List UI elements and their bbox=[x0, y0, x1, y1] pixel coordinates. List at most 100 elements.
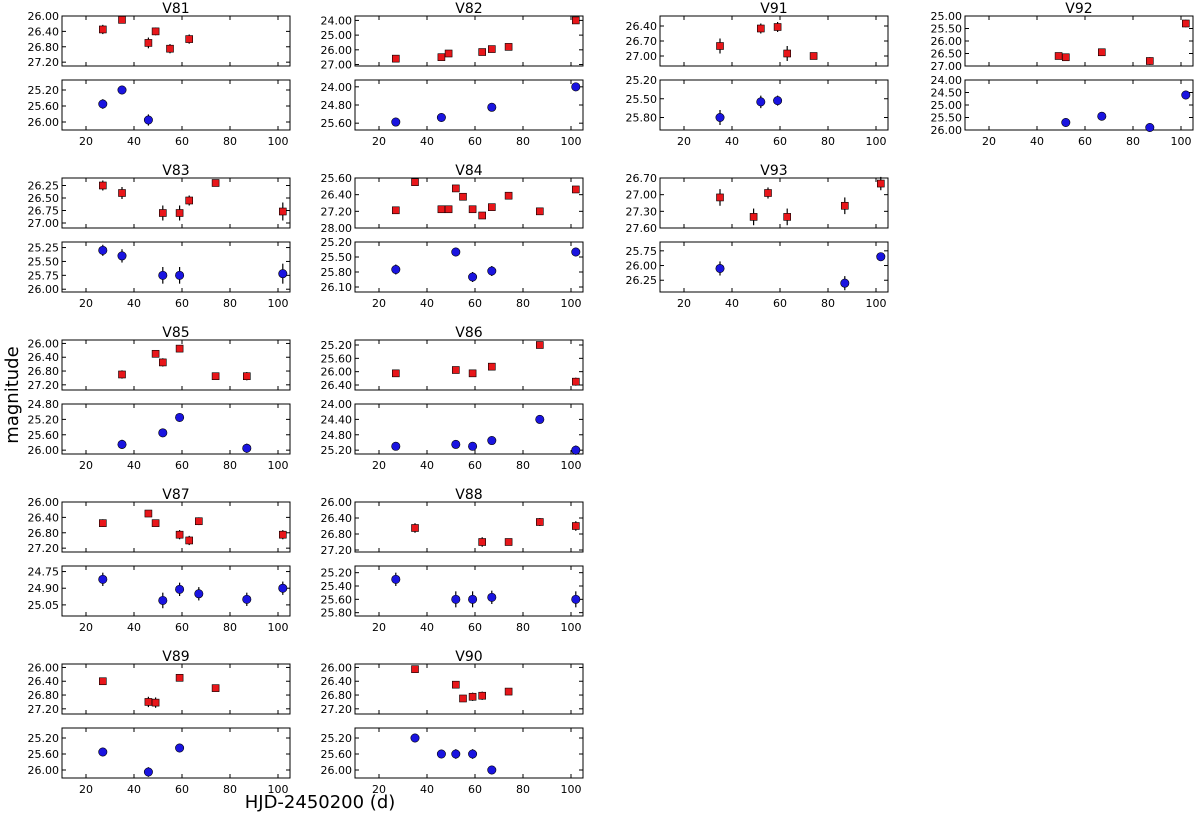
v88-red-ytick-label: 26.40 bbox=[321, 512, 353, 525]
v86-blue-ytick-label: 25.20 bbox=[321, 444, 353, 457]
v88-red-ytick-label: 27.20 bbox=[321, 544, 353, 557]
v93-blue-point bbox=[840, 278, 850, 288]
v93-red-ytick-label: 27.60 bbox=[626, 222, 658, 235]
v92-red-point bbox=[1182, 19, 1190, 28]
v87-blue-frame bbox=[61, 565, 291, 617]
panel-v86: V8625.2025.6026.0026.4024.0024.4024.8025… bbox=[321, 325, 584, 472]
v91-blue-ytick-label: 25.20 bbox=[626, 74, 658, 87]
v83-blue-point bbox=[175, 270, 185, 280]
v85-red-ytick-label: 27.20 bbox=[28, 379, 60, 392]
v82-blue-point bbox=[436, 113, 446, 123]
v81-blue-point bbox=[117, 85, 127, 95]
panel-title-v83: V83 bbox=[162, 163, 189, 179]
v93-blue-ytick-label: 26.00 bbox=[626, 260, 658, 273]
v81-red-ytick-label: 27.20 bbox=[28, 56, 60, 69]
v83-xtick-label: 40 bbox=[127, 297, 141, 310]
panels-group: V8126.0026.4026.8027.2025.2025.6026.0020… bbox=[28, 1, 1194, 796]
v82-red-ytick-label: 27.00 bbox=[321, 59, 353, 72]
v92-red-ytick-label: 27.00 bbox=[931, 60, 963, 73]
v82-red-point bbox=[504, 43, 513, 51]
v84-red-point bbox=[487, 203, 496, 211]
v83-xtick-label: 80 bbox=[223, 297, 237, 310]
v82-xtick-label: 60 bbox=[468, 135, 482, 148]
v89-xtick-label: 60 bbox=[175, 783, 189, 796]
v85-blue-ytick-label: 24.80 bbox=[28, 398, 60, 411]
v86-blue-point bbox=[391, 441, 401, 451]
v90-xtick-label: 100 bbox=[561, 783, 582, 796]
v82-red-ytick-label: 25.00 bbox=[321, 29, 353, 42]
v91-blue-point bbox=[715, 113, 725, 123]
v86-xtick-label: 20 bbox=[372, 459, 386, 472]
v93-xtick-label: 20 bbox=[677, 297, 691, 310]
v87-xtick-label: 80 bbox=[223, 621, 237, 634]
v85-red-point bbox=[175, 344, 184, 353]
v91-xtick-label: 20 bbox=[677, 135, 691, 148]
v86-red-ytick-label: 26.40 bbox=[321, 379, 353, 392]
v88-xtick-label: 60 bbox=[468, 621, 482, 634]
v93-red-point bbox=[783, 213, 792, 221]
v85-blue-point bbox=[175, 412, 185, 422]
v83-blue-ytick-label: 25.25 bbox=[28, 242, 60, 255]
v93-red-frame bbox=[659, 177, 889, 229]
v83-blue-ytick-label: 25.50 bbox=[28, 255, 60, 268]
v90-blue-ytick-label: 26.00 bbox=[321, 764, 353, 777]
panel-v85: V8526.0026.4026.8027.2024.8025.2025.6026… bbox=[28, 325, 291, 472]
v81-red-point bbox=[166, 44, 174, 53]
v86-red-point bbox=[451, 366, 460, 374]
v86-blue-ytick-label: 24.80 bbox=[321, 429, 353, 442]
v92-blue-point bbox=[1097, 111, 1107, 121]
v84-blue-point bbox=[468, 272, 478, 282]
v89-blue-point bbox=[143, 767, 153, 777]
v89-red-ytick-label: 26.40 bbox=[28, 675, 60, 688]
v86-red-point bbox=[571, 377, 580, 386]
v82-blue-point bbox=[487, 102, 497, 112]
v90-blue-point bbox=[451, 749, 461, 759]
panel-title-v93: V93 bbox=[760, 163, 787, 179]
v81-blue-ytick-label: 26.00 bbox=[28, 116, 60, 129]
v90-blue-point bbox=[410, 733, 420, 743]
panel-v82: V82 24.00 25.00 26.00 27.00 24.00 24.80 25.60 20… bbox=[321, 1, 584, 148]
v91-xtick-label: 100 bbox=[866, 135, 887, 148]
v89-xtick-label: 100 bbox=[268, 783, 289, 796]
v88-blue-point bbox=[571, 594, 581, 604]
v85-red-frame bbox=[61, 339, 291, 391]
v86-red-ytick-label: 25.60 bbox=[321, 352, 353, 365]
v89-blue-ytick-label: 26.00 bbox=[28, 764, 60, 777]
v90-red-ytick-label: 26.80 bbox=[321, 689, 353, 702]
v82-red-point bbox=[478, 48, 487, 56]
v89-red-frame bbox=[61, 663, 291, 715]
v90-red-ytick-label: 27.20 bbox=[321, 703, 353, 716]
v86-red-point bbox=[487, 362, 496, 371]
v84-red-point bbox=[437, 205, 446, 214]
v91-red-ytick-label: 26.40 bbox=[626, 20, 658, 33]
v82-red-point bbox=[571, 16, 580, 25]
v87-blue-ytick-label: 24.90 bbox=[28, 582, 60, 595]
panel-v88: V88 26.00 26.40 26.80 27.20 25.2025.4025.6025… bbox=[321, 487, 584, 634]
v90-red-frame bbox=[354, 663, 584, 715]
v93-red-ytick-label: 27.00 bbox=[626, 189, 658, 202]
v93-blue-frame bbox=[659, 241, 889, 293]
v84-blue-ytick-label: 25.20 bbox=[321, 236, 353, 249]
v87-red-point bbox=[185, 536, 193, 545]
v82-xtick-label: 100 bbox=[561, 135, 582, 148]
v82-red-point bbox=[437, 53, 446, 61]
v92-xtick-label: 100 bbox=[1171, 135, 1192, 148]
v82-blue-ytick-label: 24.80 bbox=[321, 99, 353, 112]
v92-blue-ytick-label: 25.00 bbox=[931, 99, 963, 112]
v87-red-point bbox=[99, 519, 107, 527]
v90-xtick-label: 60 bbox=[468, 783, 482, 796]
v86-red-point bbox=[468, 369, 477, 378]
panel-v81: V81 26.00 26.40 26.80 27.20 25.20 25.60 26.00 20… bbox=[28, 1, 291, 148]
v93-red-ytick-label: 27.30 bbox=[626, 205, 658, 218]
v89-red-ytick-label: 26.80 bbox=[28, 689, 60, 702]
v89-red-ytick-label: 27.20 bbox=[28, 703, 60, 716]
v86-xtick-label: 100 bbox=[561, 459, 582, 472]
v85-blue-ytick-label: 26.00 bbox=[28, 444, 60, 457]
v86-blue-point bbox=[451, 439, 461, 449]
v89-blue-point bbox=[175, 743, 185, 753]
v84-red-point bbox=[391, 206, 400, 215]
v83-blue-ytick-label: 25.75 bbox=[28, 269, 60, 282]
v83-red-ytick-label: 26.75 bbox=[28, 205, 60, 218]
v90-red-point bbox=[451, 680, 460, 689]
